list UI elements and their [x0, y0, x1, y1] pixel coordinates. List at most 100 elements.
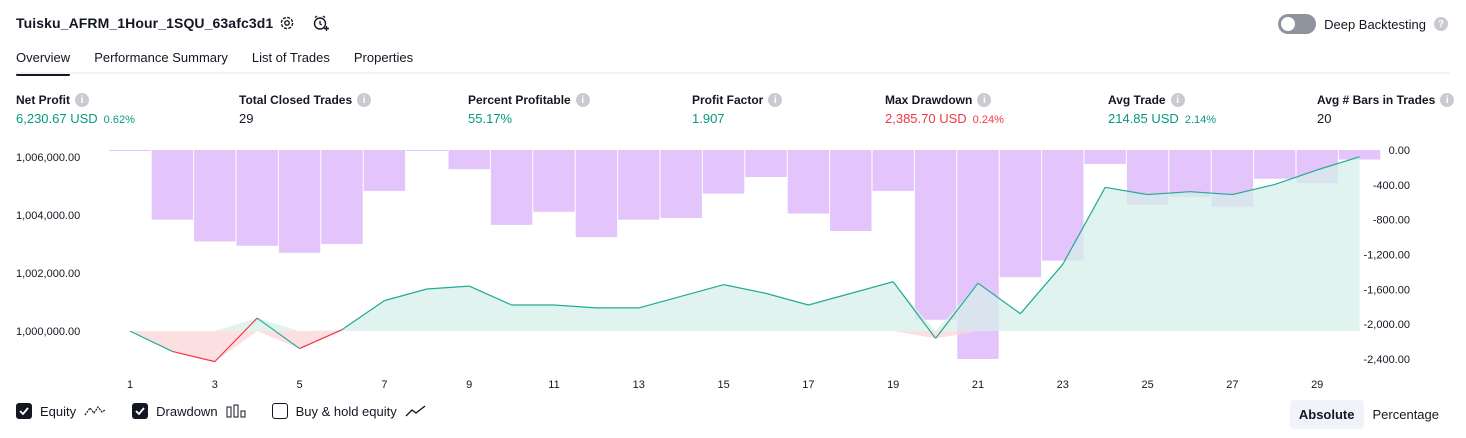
metric-percent: 2.14%	[1185, 114, 1216, 126]
legend-drawdown[interactable]: Drawdown	[132, 403, 245, 419]
equity-drawdown-chart[interactable]: 1,006,000.00 1,004,000.00 1,002,000.00 1,00…	[0, 140, 1466, 395]
equity-loss-area	[130, 331, 1360, 362]
drawdown-bar	[406, 150, 447, 151]
metric-value: 20	[1317, 111, 1331, 126]
drawdown-bar	[364, 150, 405, 191]
drawdown-bar	[576, 150, 617, 237]
metric-label: Avg # Bars in Trades	[1317, 93, 1435, 107]
x-tick-label: 23	[1057, 379, 1069, 391]
drawdown-bar	[915, 150, 956, 320]
x-tick-label: 5	[297, 379, 303, 391]
metric-value: 1.907	[692, 111, 725, 126]
metric-percent-profitable: Percent Profitable i 55.17%	[468, 93, 590, 126]
drawdown-bar	[830, 150, 871, 231]
drawdown-bar	[1169, 150, 1210, 197]
metric-max-drawdown: Max Drawdown i 2,385.70 USD 0.24%	[885, 93, 1004, 126]
info-icon[interactable]: i	[1440, 93, 1454, 107]
drawdown-bar	[618, 150, 659, 220]
x-tick-label: 29	[1311, 379, 1323, 391]
tab-performance-summary[interactable]: Performance Summary	[94, 50, 228, 74]
y-right-tick-label: -2,400.00	[1364, 354, 1410, 366]
x-tick-label: 19	[887, 379, 899, 391]
drawdown-bar	[491, 150, 532, 225]
x-tick-label: 17	[802, 379, 814, 391]
metric-label: Total Closed Trades	[239, 93, 352, 107]
x-tick-label: 9	[466, 379, 472, 391]
y-right-tick-label: 0.00	[1389, 145, 1410, 157]
x-tick-label: 27	[1226, 379, 1238, 391]
y-left-tick-label: 1,006,000.00	[16, 152, 80, 164]
y-right-tick-label: -800.00	[1373, 215, 1410, 227]
x-tick-label: 15	[717, 379, 729, 391]
x-tick-label: 25	[1141, 379, 1153, 391]
strategy-title: Tuisku_AFRM_1Hour_1SQU_63afc3d1	[16, 15, 273, 31]
equity-checkbox[interactable]	[16, 403, 32, 419]
metric-value: 55.17%	[468, 111, 512, 126]
tab-properties[interactable]: Properties	[354, 50, 413, 74]
info-icon[interactable]: i	[357, 93, 371, 107]
metric-value: 6,230.67 USD	[16, 111, 98, 126]
drawdown-bar	[1339, 150, 1380, 160]
x-tick-label: 11	[548, 379, 559, 391]
legend-equity[interactable]: Equity	[16, 403, 106, 419]
legend-label: Equity	[40, 404, 76, 419]
metric-avg-bars-in-trades: Avg # Bars in Trades i 20	[1317, 93, 1454, 126]
metric-avg-trade: Avg Trade i 214.85 USD 2.14%	[1108, 93, 1216, 126]
deep-backtesting-control: Deep Backtesting ?	[1278, 14, 1448, 34]
drawdown-bar	[1000, 150, 1041, 277]
metric-label: Net Profit	[16, 93, 70, 107]
drawdown-bar	[533, 150, 574, 212]
metric-net-profit: Net Profit i 6,230.67 USD 0.62%	[16, 93, 135, 126]
legend-label: Drawdown	[156, 404, 217, 419]
deep-backtesting-toggle[interactable]	[1278, 14, 1316, 34]
info-icon[interactable]: i	[768, 93, 782, 107]
y-left-tick-label: 1,004,000.00	[16, 210, 80, 222]
x-tick-label: 21	[972, 379, 984, 391]
view-mode-switch: Absolute Percentage	[1290, 400, 1448, 429]
y-right-tick-label: -2,000.00	[1364, 319, 1410, 331]
metric-label: Percent Profitable	[468, 93, 571, 107]
metric-label: Profit Factor	[692, 93, 763, 107]
drawdown-bar	[661, 150, 702, 218]
percentage-button[interactable]: Percentage	[1364, 400, 1449, 429]
metric-percent: 0.24%	[973, 114, 1004, 126]
tab-divider	[16, 72, 1450, 74]
drawdown-bar	[1085, 150, 1126, 164]
drawdown-bar	[703, 150, 744, 194]
drawdown-bar	[279, 150, 320, 253]
info-icon[interactable]: i	[576, 93, 590, 107]
y-left-tick-label: 1,000,000.00	[16, 326, 80, 338]
metric-profit-factor: Profit Factor i 1.907	[692, 93, 782, 126]
drawdown-bar	[152, 150, 193, 220]
drawdown-bar	[109, 150, 150, 151]
tab-overview[interactable]: Overview	[16, 50, 70, 74]
drawdown-bar	[237, 150, 278, 246]
tab-list-of-trades[interactable]: List of Trades	[252, 50, 330, 74]
metric-total-closed-trades: Total Closed Trades i 29	[239, 93, 371, 126]
drawdown-checkbox[interactable]	[132, 403, 148, 419]
help-icon[interactable]: ?	[1434, 17, 1448, 31]
info-icon[interactable]: i	[1171, 93, 1185, 107]
equity-line-icon	[84, 404, 106, 418]
chart-legend: Equity Drawdown Buy & hold equity	[16, 403, 453, 419]
drawdown-bar	[873, 150, 914, 191]
buy-hold-checkbox[interactable]	[272, 403, 288, 419]
metric-percent: 0.62%	[104, 114, 135, 126]
gear-icon[interactable]	[277, 13, 297, 33]
drawdown-bar	[194, 150, 235, 241]
metric-label: Avg Trade	[1108, 93, 1166, 107]
x-tick-label: 13	[633, 379, 645, 391]
legend-buy-hold-equity[interactable]: Buy & hold equity	[272, 403, 427, 419]
drawdown-bar	[788, 150, 829, 214]
drawdown-bar	[321, 150, 362, 244]
info-icon[interactable]: i	[977, 93, 991, 107]
info-icon[interactable]: i	[75, 93, 89, 107]
alarm-clock-plus-icon[interactable]	[311, 13, 331, 33]
metric-value: 214.85 USD	[1108, 111, 1179, 126]
absolute-button[interactable]: Absolute	[1290, 400, 1364, 429]
metric-value: 29	[239, 111, 253, 126]
legend-label: Buy & hold equity	[296, 404, 397, 419]
deep-backtesting-label: Deep Backtesting	[1324, 17, 1426, 32]
x-tick-label: 1	[127, 379, 133, 391]
y-left-tick-label: 1,002,000.00	[16, 268, 80, 280]
